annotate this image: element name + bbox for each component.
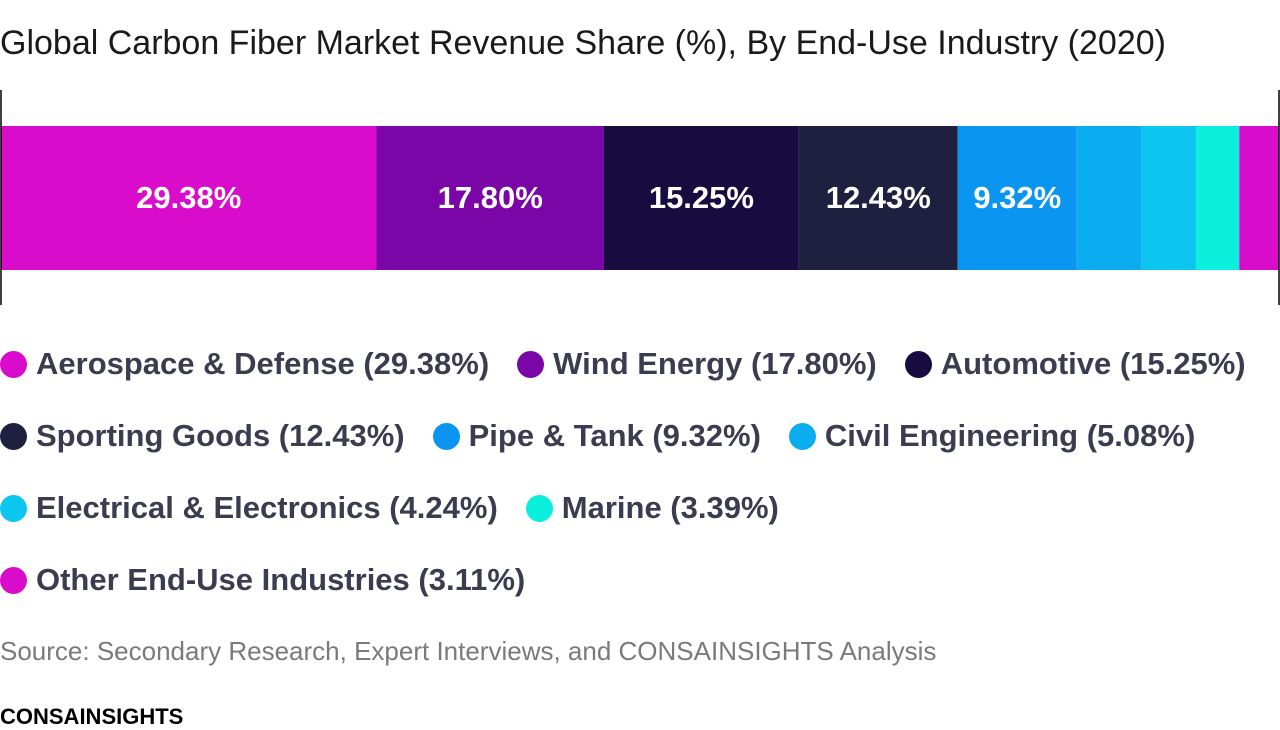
legend-marker <box>432 422 460 450</box>
legend-item: Wind Energy (17.80%) <box>517 343 877 385</box>
legend-marker <box>525 494 553 522</box>
legend-label: Aerospace & Defense (29.38%) <box>36 346 490 381</box>
legend-item: Other End-Use Industries (3.11%) <box>0 559 525 601</box>
legend: Aerospace & Defense (29.38%) Wind Energy … <box>0 343 1280 601</box>
bar-segment <box>1 126 377 270</box>
legend-item: Aerospace & Defense (29.38%) <box>0 343 489 385</box>
legend-label: Electrical & Electronics (4.24%) <box>36 490 498 525</box>
data-label: 9.32% <box>973 180 1061 215</box>
bar-segment <box>1141 126 1196 270</box>
legend-item: Civil Engineering (5.08%) <box>788 415 1196 457</box>
data-label: 15.25% <box>649 180 754 215</box>
brand: CONSAINSIGHTS <box>0 704 184 729</box>
chart: Global Carbon Fiber Market Revenue Share… <box>0 24 1280 305</box>
legend-marker <box>788 422 816 450</box>
bar-segment <box>1195 126 1240 270</box>
legend-label: Sporting Goods (12.43%) <box>36 418 405 453</box>
bar-segment <box>1076 126 1142 270</box>
legend-label: Wind Energy (17.80%) <box>553 346 877 381</box>
legend-label: Automotive (15.25%) <box>940 346 1246 381</box>
bar-segment <box>376 126 604 270</box>
chart-title: Global Carbon Fiber Market Revenue Share… <box>0 24 1166 62</box>
legend-marker <box>0 494 27 522</box>
source-note: Source: Secondary Research, Expert Inter… <box>0 636 937 666</box>
legend-item: Automotive (15.25%) <box>904 343 1246 385</box>
legend-label: Other End-Use Industries (3.11%) <box>36 562 526 597</box>
legend-marker <box>517 350 545 378</box>
data-label: 29.38% <box>136 180 241 215</box>
legend-label: Civil Engineering (5.08%) <box>824 418 1196 453</box>
legend-label: Pipe & Tank (9.32%) <box>468 418 761 453</box>
data-label: 12.43% <box>826 180 931 215</box>
bar-segment <box>957 126 1077 270</box>
legend-marker <box>0 566 27 594</box>
legend-item: Marine (3.39%) <box>525 487 779 529</box>
legend-item: Pipe & Tank (9.32%) <box>432 415 761 457</box>
bar-segment <box>1239 126 1279 270</box>
bar-segment <box>603 126 799 270</box>
legend-marker <box>904 350 932 378</box>
legend-label: Marine (3.39%) <box>561 490 779 525</box>
bar-segment <box>798 126 958 270</box>
legend-marker <box>0 422 27 450</box>
legend-item: Sporting Goods (12.43%) <box>0 415 405 457</box>
legend-item: Electrical & Electronics (4.24%) <box>0 487 498 529</box>
legend-marker <box>0 350 27 378</box>
data-label: 17.80% <box>438 180 543 215</box>
